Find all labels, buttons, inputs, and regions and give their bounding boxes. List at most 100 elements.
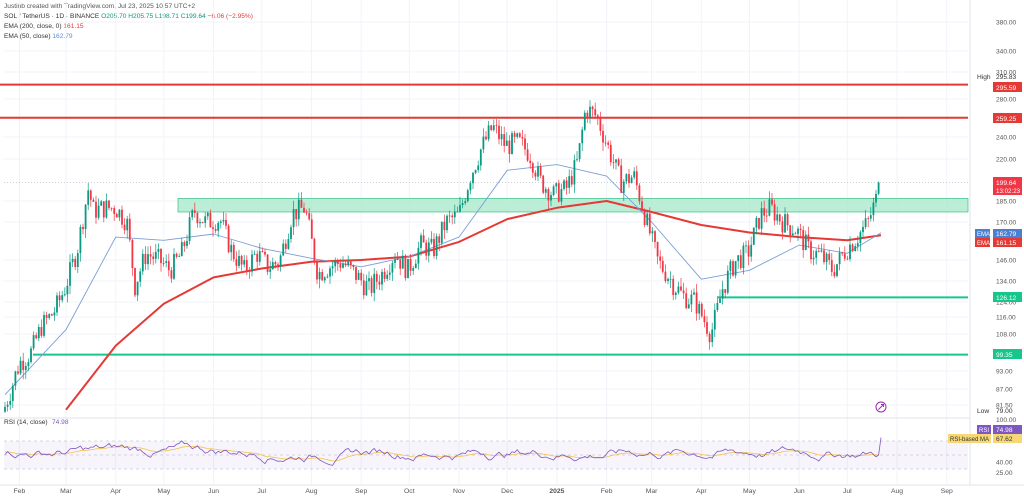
candle-body: [752, 227, 755, 245]
candle-body: [222, 219, 225, 222]
candle-body: [19, 360, 22, 374]
candle-body: [22, 360, 25, 370]
time-tick-label: Jul: [257, 488, 266, 495]
candle-body: [706, 322, 708, 334]
candle-body: [284, 243, 287, 249]
candle-body: [9, 400, 12, 405]
price-tick-label: 116.00: [996, 315, 1016, 322]
candle-body: [235, 259, 238, 266]
time-tick-label: Apr: [110, 488, 121, 495]
candle-body: [661, 260, 664, 272]
price-tick-label: 146.00: [996, 258, 1017, 265]
candle-body: [773, 204, 776, 221]
candle-body: [201, 221, 204, 223]
candle-body: [89, 190, 92, 200]
ema50-line: [4, 164, 882, 396]
candle-body: [362, 280, 365, 296]
time-tick-label: Mar: [646, 488, 658, 495]
candle-body: [209, 212, 212, 228]
candle-body: [261, 251, 264, 252]
candle-body: [557, 183, 560, 202]
candle-body: [807, 234, 810, 242]
candle-body: [108, 200, 110, 208]
candle-body: [830, 260, 833, 272]
candle-body: [539, 166, 542, 176]
tag-ema200-name: EMA: [977, 241, 990, 247]
candle-body: [196, 212, 199, 224]
candle-body: [786, 214, 789, 226]
candle-body: [867, 218, 870, 219]
candle-body: [407, 258, 409, 279]
candle-body: [334, 260, 337, 267]
candle-body: [227, 225, 230, 253]
candle-body: [815, 250, 818, 258]
candle-body: [776, 214, 779, 221]
candle-body: [386, 274, 389, 279]
candle-body: [313, 238, 316, 262]
price-tick-label: 185.00: [996, 199, 1017, 206]
candle-body: [352, 265, 355, 267]
candle-body: [232, 244, 235, 260]
ema50-legend[interactable]: EMA (50, close) 162.79: [4, 33, 73, 41]
candle-body: [300, 199, 303, 208]
candle-body: [27, 362, 30, 367]
candle-body: [739, 255, 742, 269]
candle-body: [765, 215, 768, 217]
candle-body: [214, 229, 217, 231]
candle-body: [804, 234, 807, 251]
candle-body: [440, 221, 443, 243]
tag-r259: 259.25: [993, 113, 1022, 123]
candle-body: [534, 172, 537, 177]
candle-body: [144, 253, 147, 265]
candle-body: [544, 189, 547, 193]
candle-body: [331, 266, 334, 269]
candle-body: [128, 218, 131, 240]
candle-body: [11, 385, 14, 401]
candle-body: [511, 133, 513, 154]
price-tick-label: 124.00: [996, 300, 1017, 307]
candle-body: [248, 270, 251, 272]
ema200-legend[interactable]: EMA (200, close, 0) 161.15: [4, 23, 84, 31]
time-tick-label: Mar: [60, 488, 72, 495]
candle-body: [568, 176, 571, 188]
candle-body: [69, 262, 71, 286]
tag-ema50-value: 162.79: [996, 231, 1017, 238]
symbol-legend[interactable]: SOL / TetherUS · 1D · BINANCE O205.70 H2…: [4, 13, 253, 21]
candle-body: [245, 260, 248, 271]
candle-body: [269, 269, 272, 272]
candle-body: [48, 314, 51, 318]
candle-body: [238, 255, 240, 266]
candle-body: [687, 304, 690, 309]
ohlc-change: −6.06 (−2.95%): [207, 13, 253, 20]
candle-body: [810, 241, 812, 260]
candle-body: [433, 238, 435, 256]
candle-body: [846, 258, 849, 260]
price-tick-label: 310.00: [996, 70, 1017, 77]
candle-body: [212, 227, 214, 230]
rsi-axis-tick: 40.00: [996, 460, 1013, 467]
candle-body: [438, 236, 441, 243]
candle-body: [479, 149, 482, 166]
candle-body: [258, 251, 261, 262]
candle-body: [669, 278, 672, 280]
alert-icon[interactable]: [875, 401, 887, 413]
rsi-layer: [4, 437, 968, 470]
candle-body: [667, 278, 669, 281]
candle-body: [295, 208, 298, 220]
rsi-header-label: RSI (14, close): [4, 419, 48, 426]
candle-body: [349, 261, 352, 266]
candle-body: [435, 236, 438, 256]
ohlc-close: C199.64: [180, 13, 206, 20]
candle-body: [206, 212, 209, 217]
candle-body: [849, 244, 851, 260]
candle-body: [420, 235, 422, 248]
candle-body: [859, 232, 862, 244]
candle-body: [40, 327, 43, 336]
candle-body: [126, 218, 129, 231]
candle-body: [446, 215, 448, 231]
candle-body: [643, 210, 646, 226]
ema200-legend-label: EMA (200, close, 0): [4, 23, 62, 30]
candle-body: [789, 225, 792, 236]
candle-body: [869, 215, 872, 219]
